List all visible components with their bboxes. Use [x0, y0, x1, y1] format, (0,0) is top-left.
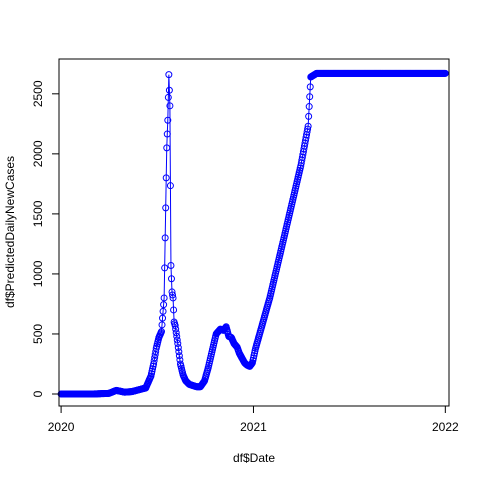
data-point — [441, 69, 449, 77]
data-point — [175, 352, 183, 360]
data-point — [306, 83, 314, 91]
data-point — [164, 93, 172, 101]
series-layer — [57, 69, 449, 398]
y-tick-label: 2000 — [31, 140, 45, 167]
data-point — [167, 275, 175, 283]
data-point — [305, 103, 313, 111]
y-tick-label: 500 — [31, 324, 45, 344]
data-point — [305, 112, 313, 120]
data-point — [159, 314, 167, 322]
data-point — [172, 325, 180, 333]
data-point — [162, 174, 170, 182]
data-point — [165, 71, 173, 79]
data-point — [159, 307, 167, 315]
data-point — [306, 93, 314, 101]
data-point — [169, 291, 177, 299]
y-tick-label: 1000 — [31, 260, 45, 287]
x-axis: 2020 2021 2022 — [48, 405, 459, 434]
data-point — [171, 322, 179, 330]
data-point — [157, 328, 165, 336]
data-point — [152, 347, 160, 355]
data-point — [162, 204, 170, 212]
data-point — [161, 264, 169, 272]
data-point — [160, 294, 168, 302]
y-tick-label: 1500 — [31, 200, 45, 227]
data-point — [166, 182, 174, 190]
data-point — [164, 116, 172, 124]
y-axis-title: df$PredictedDailyNewCases — [3, 156, 17, 308]
data-point — [160, 301, 168, 309]
x-tick-label: 2022 — [432, 420, 459, 434]
x-axis-title: df$Date — [233, 451, 275, 465]
data-point — [167, 262, 175, 270]
data-point — [161, 234, 169, 242]
data-point — [174, 344, 182, 352]
y-tick-label: 2500 — [31, 80, 45, 107]
x-tick-label: 2021 — [240, 420, 267, 434]
data-point — [169, 294, 177, 302]
y-axis: 0 500 1000 1500 2000 2500 — [31, 80, 60, 397]
data-point — [158, 321, 166, 329]
data-point — [304, 125, 312, 133]
data-point — [174, 340, 182, 348]
data-point — [175, 348, 183, 356]
data-point — [170, 306, 178, 314]
data-point — [166, 102, 174, 110]
data-point — [163, 144, 171, 152]
x-tick-label: 2020 — [48, 420, 75, 434]
series-points — [57, 69, 449, 398]
data-point — [173, 336, 181, 344]
data-point — [304, 122, 312, 130]
y-tick-label: 0 — [31, 390, 45, 397]
data-point — [172, 329, 180, 337]
data-point — [173, 332, 181, 340]
data-point — [163, 130, 171, 138]
data-point — [165, 86, 173, 94]
